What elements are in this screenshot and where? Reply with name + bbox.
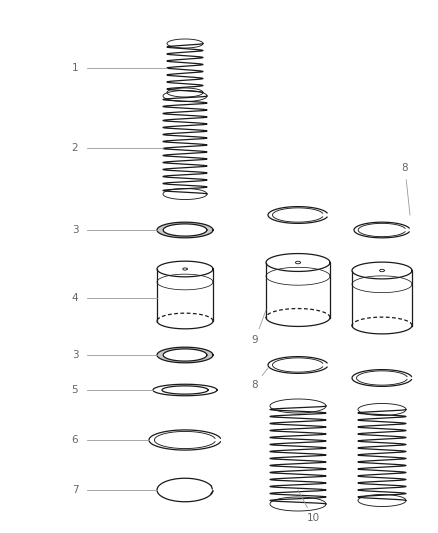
Text: 4: 4 — [72, 293, 78, 303]
Text: 1: 1 — [72, 63, 78, 73]
Text: 3: 3 — [72, 225, 78, 235]
Text: 2: 2 — [72, 143, 78, 153]
Text: 5: 5 — [72, 385, 78, 395]
Polygon shape — [157, 222, 213, 238]
Text: 7: 7 — [72, 485, 78, 495]
Text: 9: 9 — [252, 335, 258, 345]
Polygon shape — [157, 347, 213, 363]
Text: 8: 8 — [252, 380, 258, 390]
Text: 10: 10 — [307, 513, 320, 523]
Text: 6: 6 — [72, 435, 78, 445]
Text: 3: 3 — [72, 350, 78, 360]
Text: 8: 8 — [402, 163, 408, 173]
